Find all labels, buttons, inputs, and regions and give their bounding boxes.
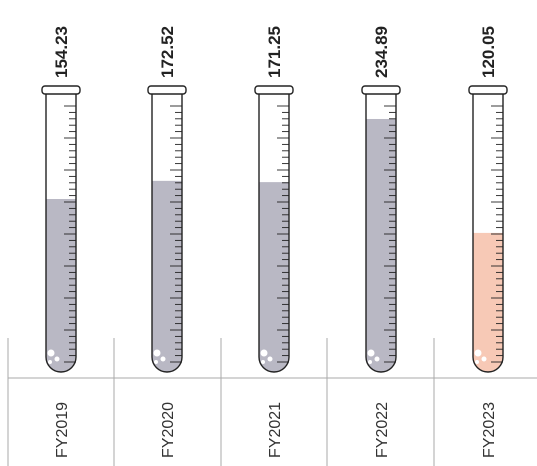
- category-label: FY2021: [267, 402, 284, 458]
- category-label: FY2022: [374, 402, 391, 458]
- value-label: 171.25: [265, 26, 284, 78]
- bubble: [261, 360, 265, 364]
- category-label: FY2023: [481, 402, 498, 458]
- tube-outline: [45, 94, 77, 373]
- bubble: [260, 349, 268, 357]
- tube-outline: [365, 94, 397, 373]
- tube-lip: [254, 85, 294, 95]
- bubble: [368, 360, 372, 364]
- tube-outline: [258, 94, 290, 373]
- tube-fy2023: 120.05 FY2023: [468, 26, 508, 458]
- bubble: [160, 356, 166, 362]
- bar-fill: [259, 182, 289, 372]
- bubble: [154, 360, 158, 364]
- tube-fy2022: 234.89 FY2022: [361, 26, 401, 458]
- tube-lip: [361, 85, 401, 95]
- bubble: [54, 356, 60, 362]
- bubble: [474, 349, 482, 357]
- tube-outline: [472, 94, 504, 373]
- tube-lip: [147, 85, 187, 95]
- value-label: 154.23: [52, 26, 71, 78]
- bubble: [48, 360, 52, 364]
- value-label: 172.52: [158, 26, 177, 78]
- bar-fill: [46, 199, 76, 372]
- tube-fy2021: 171.25 FY2021: [254, 26, 294, 458]
- tube-fy2020: 172.52 FY2020: [147, 26, 187, 458]
- bubble: [267, 356, 273, 362]
- category-label: FY2020: [160, 402, 177, 458]
- bar-fill: [152, 180, 182, 372]
- bubble: [153, 349, 161, 357]
- tube-outline: [151, 94, 183, 373]
- tube-fy2019: 154.23 FY2019: [41, 26, 81, 458]
- bubble: [374, 356, 380, 362]
- bubble: [47, 349, 55, 357]
- tube-lip: [468, 85, 508, 95]
- bubble: [475, 360, 479, 364]
- tube-lip: [41, 85, 81, 95]
- category-label: FY2019: [54, 402, 71, 458]
- value-label: 234.89: [372, 26, 391, 78]
- bubble: [367, 349, 375, 357]
- value-label: 120.05: [479, 26, 498, 78]
- bubble: [481, 356, 487, 362]
